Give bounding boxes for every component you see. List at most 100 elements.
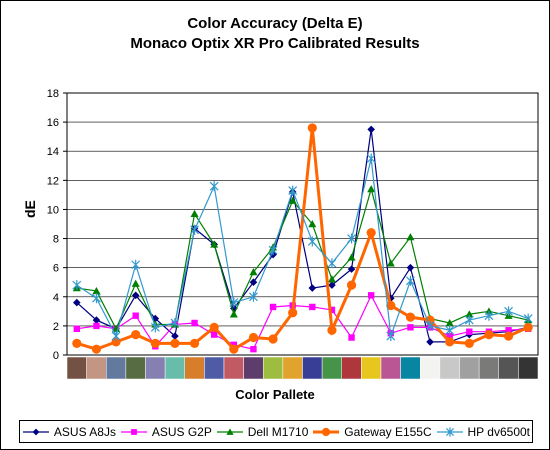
- color-swatch: [86, 356, 107, 380]
- data-point-asus-g2p: [250, 345, 257, 353]
- data-point-gateway-e155c: [131, 330, 141, 340]
- data-point-asus-g2p: [505, 327, 512, 334]
- data-point-asus-g2p: [367, 292, 375, 299]
- legend-label: Gateway E155C: [344, 424, 432, 439]
- data-point-hp-dv6500t: [366, 153, 376, 164]
- data-point-hp-dv6500t: [406, 275, 415, 286]
- data-point-asus-g2p: [191, 319, 198, 327]
- data-point-gateway-e155c: [484, 330, 494, 340]
- color-swatch: [282, 356, 303, 380]
- data-point-dell-m1710: [249, 268, 258, 276]
- data-point-hp-dv6500t: [347, 233, 356, 244]
- legend-marker: [445, 426, 454, 437]
- data-point-hp-dv6500t: [111, 331, 121, 342]
- color-swatch: [223, 356, 244, 380]
- data-point-gateway-e155c: [268, 334, 278, 344]
- legend-item-hp-dv6500t: HP dv6500t: [436, 425, 530, 439]
- legend-marker: [322, 427, 331, 436]
- color-swatch: [125, 356, 146, 380]
- data-point-hp-dv6500t: [92, 293, 101, 304]
- data-point-dell-m1710: [229, 310, 238, 318]
- data-point-asus-a8js: [308, 284, 317, 292]
- color-swatch: [263, 356, 284, 380]
- data-point-asus-g2p: [348, 334, 355, 341]
- y-tick-label: 12: [47, 175, 59, 187]
- data-point-asus-g2p: [269, 303, 277, 311]
- legend-item-gateway-e155c: Gateway E155C: [312, 424, 432, 439]
- data-point-hp-dv6500t: [150, 322, 160, 333]
- legend-swatch-gateway-e155c: [313, 427, 340, 436]
- color-swatch: [302, 356, 323, 380]
- data-point-asus-g2p: [309, 303, 316, 311]
- y-tick-label: 6: [53, 263, 59, 275]
- data-point-asus-a8js: [249, 278, 258, 287]
- color-swatch: [184, 356, 205, 380]
- data-point-hp-dv6500t: [523, 313, 533, 324]
- data-point-hp-dv6500t: [484, 310, 494, 321]
- color-swatch: [145, 356, 166, 380]
- legend-label: ASUS G2P: [151, 424, 212, 439]
- data-point-asus-g2p: [93, 322, 100, 330]
- data-point-gateway-e155c: [405, 312, 416, 322]
- chart-subtitle: Monaco Optix XR Pro Calibrated Results: [130, 35, 420, 52]
- data-point-gateway-e155c: [425, 315, 435, 325]
- color-swatch: [380, 356, 401, 380]
- data-point-asus-a8js: [406, 263, 415, 272]
- data-point-gateway-e155c: [91, 344, 102, 354]
- data-point-hp-dv6500t: [229, 297, 239, 308]
- data-point-hp-dv6500t: [268, 245, 278, 256]
- data-point-dell-m1710: [386, 259, 395, 267]
- color-swatch: [478, 356, 499, 380]
- legend-swatch-hp-dv6500t: [436, 426, 463, 437]
- color-swatch: [164, 356, 185, 380]
- data-point-dell-m1710: [347, 253, 356, 261]
- legend-swatch-asus-g2p: [120, 428, 147, 435]
- data-point-asus-g2p: [210, 331, 218, 338]
- y-tick-label: 2: [53, 321, 59, 333]
- data-point-gateway-e155c: [327, 325, 337, 335]
- legend-swatch-asus-a8js: [22, 428, 49, 435]
- y-tick-label: 18: [47, 88, 59, 100]
- data-point-hp-dv6500t: [288, 185, 298, 196]
- legend-label: ASUS A8Js: [53, 424, 116, 439]
- data-point-dell-m1710: [327, 275, 336, 283]
- y-tick-label: 10: [47, 204, 59, 216]
- data-point-gateway-e155c: [189, 338, 200, 348]
- data-point-asus-a8js: [426, 338, 434, 346]
- data-point-hp-dv6500t: [386, 331, 396, 342]
- data-point-gateway-e155c: [288, 308, 298, 318]
- data-point-hp-dv6500t: [72, 280, 82, 291]
- data-point-asus-g2p: [466, 328, 473, 335]
- data-point-gateway-e155c: [366, 228, 376, 238]
- data-point-asus-a8js: [92, 316, 101, 324]
- data-point-gateway-e155c: [346, 280, 357, 290]
- data-point-gateway-e155c: [229, 344, 239, 354]
- y-tick-label: 0: [53, 350, 59, 362]
- color-swatch: [243, 356, 264, 380]
- y-tick-label: 16: [47, 117, 59, 129]
- data-point-asus-a8js: [347, 265, 356, 273]
- color-swatch: [204, 356, 225, 380]
- plot-area: [66, 92, 539, 356]
- data-point-gateway-e155c: [72, 338, 82, 348]
- data-point-hp-dv6500t: [307, 236, 317, 247]
- color-swatch: [518, 356, 539, 380]
- data-point-dell-m1710: [445, 318, 454, 327]
- data-point-gateway-e155c: [111, 337, 121, 347]
- data-point-asus-a8js: [328, 281, 336, 289]
- data-point-hp-dv6500t: [425, 320, 435, 331]
- series-line-hp-dv6500t: [76, 158, 529, 338]
- legend-item-asus-g2p: ASUS G2P: [120, 425, 212, 439]
- chart-title: Color Accuracy (Delta E): [187, 15, 363, 32]
- color-swatch: [459, 356, 480, 380]
- data-point-gateway-e155c: [464, 338, 474, 348]
- color-swatch: [420, 356, 441, 380]
- data-point-gateway-e155c: [150, 338, 160, 348]
- data-point-asus-g2p: [73, 325, 81, 332]
- legend-swatch-dell-m1710: [216, 427, 243, 435]
- data-point-dell-m1710: [406, 233, 415, 241]
- y-tick-label: 14: [47, 146, 59, 158]
- x-axis-label: Color Pallete: [235, 387, 315, 402]
- color-swatch: [341, 356, 362, 380]
